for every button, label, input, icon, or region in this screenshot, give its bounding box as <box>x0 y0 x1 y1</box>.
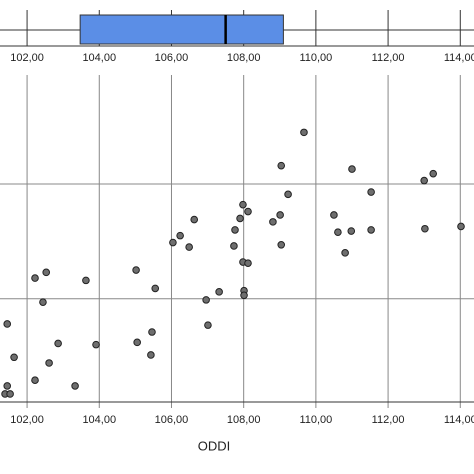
point <box>133 338 141 347</box>
point <box>45 359 53 367</box>
point <box>185 243 193 251</box>
x-tick-label: 108,00 <box>227 414 261 426</box>
point <box>42 268 51 277</box>
point <box>92 340 100 349</box>
point <box>39 298 47 306</box>
point <box>348 165 356 173</box>
point <box>202 296 210 304</box>
point <box>457 222 465 231</box>
point <box>215 288 223 296</box>
x-tick-label: 114,00 <box>444 52 474 64</box>
point <box>300 128 308 137</box>
point <box>277 241 286 249</box>
point <box>276 211 284 219</box>
point <box>429 169 438 178</box>
x-tick-label: 108,00 <box>227 52 261 64</box>
point <box>148 328 156 336</box>
x-tick-label: 104,00 <box>82 52 116 64</box>
point <box>147 351 155 359</box>
x-tick-label: 110,00 <box>299 52 332 64</box>
box <box>79 14 284 45</box>
point <box>82 276 90 285</box>
point <box>176 231 184 240</box>
point <box>420 176 428 185</box>
point <box>151 284 160 293</box>
point <box>54 339 62 348</box>
x-tick-label: 110,00 <box>299 414 332 426</box>
point <box>347 227 356 235</box>
x-tick-label: 104,00 <box>82 414 116 426</box>
point <box>236 214 244 223</box>
point <box>3 382 12 390</box>
point <box>244 259 252 267</box>
point <box>230 242 238 250</box>
x-tick-label: 112,00 <box>372 414 405 426</box>
point <box>204 321 212 329</box>
point <box>240 291 248 300</box>
point <box>334 228 342 236</box>
x-tick-label: 102,00 <box>10 414 44 426</box>
point <box>6 390 14 398</box>
x-tick-label: 102,00 <box>10 52 44 64</box>
x-tick-label: 106,00 <box>155 52 189 64</box>
point <box>190 215 199 224</box>
point <box>3 320 12 328</box>
point <box>277 161 286 170</box>
point <box>330 211 338 219</box>
point <box>10 353 18 362</box>
point <box>71 382 79 390</box>
point <box>31 274 39 282</box>
x-tick-label: 114,00 <box>444 414 474 426</box>
point <box>367 226 375 234</box>
point <box>231 226 239 234</box>
x-axis-label: ODDI <box>198 438 231 453</box>
point <box>367 188 375 196</box>
point <box>341 249 349 257</box>
point <box>239 200 247 209</box>
x-tick-label: 106,00 <box>155 414 189 426</box>
point <box>284 190 292 199</box>
point <box>244 207 252 216</box>
point <box>31 376 39 385</box>
point <box>132 266 140 274</box>
point <box>421 224 429 233</box>
point <box>169 238 177 247</box>
x-tick-label: 112,00 <box>372 52 405 64</box>
point <box>269 218 277 226</box>
